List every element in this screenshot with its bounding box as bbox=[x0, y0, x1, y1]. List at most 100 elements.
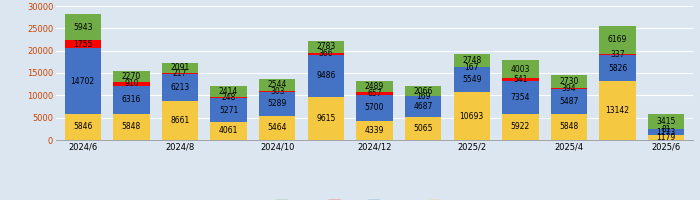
Bar bbox=[259, 91, 295, 92]
Text: 2544: 2544 bbox=[267, 80, 287, 89]
Text: 2783: 2783 bbox=[316, 42, 335, 51]
Text: 81: 81 bbox=[662, 125, 671, 134]
Bar bbox=[259, 92, 295, 116]
Bar bbox=[356, 92, 393, 95]
Legend: Other, CG, EDINET, TDnet: Other, CG, EDINET, TDnet bbox=[271, 196, 478, 200]
Text: 541: 541 bbox=[513, 75, 528, 84]
Text: 5848: 5848 bbox=[559, 122, 579, 131]
Bar bbox=[551, 114, 587, 140]
Bar bbox=[599, 54, 636, 55]
Bar bbox=[162, 74, 198, 101]
Text: 5464: 5464 bbox=[267, 123, 287, 132]
Text: 5549: 5549 bbox=[462, 75, 482, 84]
Bar bbox=[648, 129, 685, 135]
Text: 2414: 2414 bbox=[219, 87, 238, 96]
Bar bbox=[211, 86, 247, 97]
Bar bbox=[162, 73, 198, 74]
Bar bbox=[211, 98, 247, 122]
Bar bbox=[113, 114, 150, 140]
Bar bbox=[64, 14, 101, 40]
Bar bbox=[648, 135, 685, 140]
Text: 657: 657 bbox=[368, 89, 382, 98]
Text: 14702: 14702 bbox=[71, 77, 94, 86]
Text: 6316: 6316 bbox=[122, 95, 141, 104]
Text: 5826: 5826 bbox=[608, 64, 627, 73]
Text: 5700: 5700 bbox=[365, 103, 384, 112]
Text: 13142: 13142 bbox=[606, 106, 629, 115]
Text: 9486: 9486 bbox=[316, 71, 335, 80]
Text: 910: 910 bbox=[124, 79, 139, 88]
Text: 4687: 4687 bbox=[414, 102, 433, 111]
Text: 5848: 5848 bbox=[122, 122, 141, 131]
Text: 167: 167 bbox=[465, 63, 479, 72]
Bar bbox=[356, 121, 393, 140]
Bar bbox=[356, 95, 393, 121]
Text: 5943: 5943 bbox=[73, 23, 92, 32]
Bar bbox=[113, 86, 150, 114]
Bar bbox=[599, 55, 636, 81]
Bar bbox=[599, 81, 636, 140]
Text: 337: 337 bbox=[610, 50, 625, 59]
Bar bbox=[551, 89, 587, 114]
Bar bbox=[502, 60, 538, 78]
Bar bbox=[356, 81, 393, 92]
Text: 3415: 3415 bbox=[657, 117, 676, 126]
Bar bbox=[307, 41, 344, 53]
Text: 5065: 5065 bbox=[414, 124, 433, 133]
Bar bbox=[307, 53, 344, 55]
Text: 1755: 1755 bbox=[73, 40, 92, 49]
Bar bbox=[551, 88, 587, 89]
Bar bbox=[64, 114, 101, 140]
Bar bbox=[454, 92, 490, 140]
Bar bbox=[405, 117, 442, 140]
Bar bbox=[405, 96, 442, 117]
Bar bbox=[259, 79, 295, 91]
Bar bbox=[454, 54, 490, 67]
Text: 1179: 1179 bbox=[657, 133, 676, 142]
Text: 2730: 2730 bbox=[559, 77, 579, 86]
Text: 9615: 9615 bbox=[316, 114, 335, 123]
Text: 6213: 6213 bbox=[170, 83, 190, 92]
Text: 4003: 4003 bbox=[510, 65, 530, 74]
Bar bbox=[162, 101, 198, 140]
Text: 169: 169 bbox=[416, 92, 430, 101]
Bar bbox=[162, 63, 198, 73]
Text: 248: 248 bbox=[221, 93, 236, 102]
Text: 5271: 5271 bbox=[219, 106, 238, 115]
Text: 2091: 2091 bbox=[170, 63, 190, 72]
Text: 6169: 6169 bbox=[608, 35, 627, 44]
Bar bbox=[307, 55, 344, 97]
Bar bbox=[648, 114, 685, 129]
Bar bbox=[64, 48, 101, 114]
Bar bbox=[259, 116, 295, 140]
Text: 5846: 5846 bbox=[73, 122, 92, 131]
Bar bbox=[211, 122, 247, 140]
Bar bbox=[502, 114, 538, 140]
Text: 4061: 4061 bbox=[219, 126, 238, 135]
Text: 1173: 1173 bbox=[657, 128, 676, 137]
Text: 303: 303 bbox=[270, 87, 285, 96]
Bar bbox=[599, 26, 636, 54]
Text: 394: 394 bbox=[561, 84, 576, 93]
Text: 2270: 2270 bbox=[122, 72, 141, 81]
Bar bbox=[211, 97, 247, 98]
Bar bbox=[405, 86, 442, 96]
Bar bbox=[551, 75, 587, 88]
Text: 2066: 2066 bbox=[414, 87, 433, 96]
Bar bbox=[307, 97, 344, 140]
Text: 2748: 2748 bbox=[462, 56, 482, 65]
Bar bbox=[113, 71, 150, 82]
Text: 8661: 8661 bbox=[170, 116, 190, 125]
Text: 7354: 7354 bbox=[510, 93, 530, 102]
Text: 5922: 5922 bbox=[511, 122, 530, 131]
Bar bbox=[113, 82, 150, 86]
Text: 5289: 5289 bbox=[267, 99, 287, 108]
Bar bbox=[454, 67, 490, 92]
Text: 217: 217 bbox=[173, 69, 187, 78]
Text: 10693: 10693 bbox=[460, 112, 484, 121]
Bar bbox=[64, 40, 101, 48]
Text: 5487: 5487 bbox=[559, 97, 579, 106]
Text: 4339: 4339 bbox=[365, 126, 384, 135]
Text: 366: 366 bbox=[318, 49, 333, 58]
Text: 2489: 2489 bbox=[365, 82, 384, 91]
